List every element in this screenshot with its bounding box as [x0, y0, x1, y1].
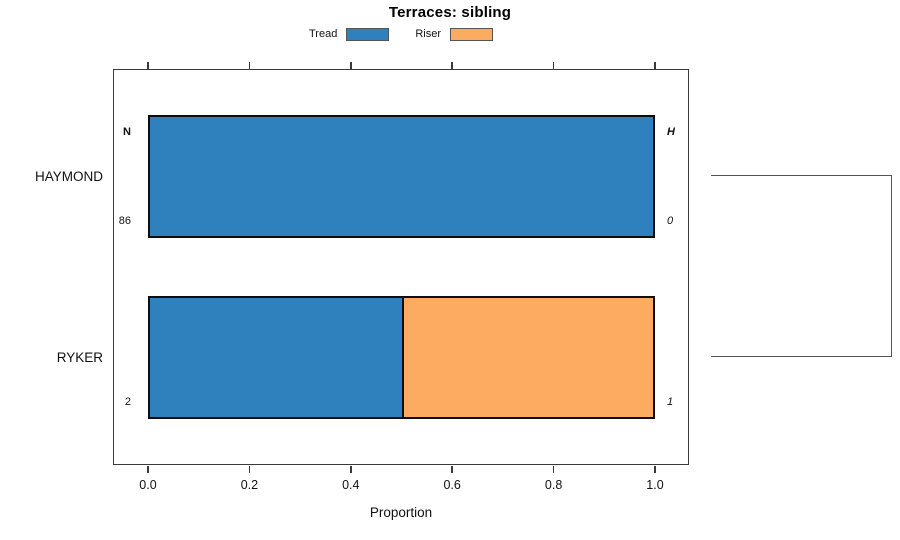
x-axis-tick-bottom: [451, 466, 453, 473]
x-axis-tick-bottom: [248, 466, 251, 473]
bar-haymond: [148, 115, 655, 238]
bar-ryker-segment-tread: [150, 298, 402, 417]
x-axis-tick-label: 1.0: [646, 478, 664, 492]
x-axis-tick-top: [350, 62, 352, 69]
x-axis-tick-top: [654, 62, 656, 69]
x-axis-title: Proportion: [369, 505, 433, 520]
x-axis-tick-top: [552, 62, 555, 69]
cluster-bracket: [711, 175, 892, 357]
legend-item-tread: Tread: [309, 27, 390, 41]
legend-swatch-riser: [450, 27, 493, 41]
legend: Tread Riser: [113, 24, 689, 44]
x-axis-tick-top: [451, 62, 453, 69]
x-axis-tick-top: [147, 62, 149, 69]
chart-title: Terraces: sibling: [388, 4, 512, 21]
h-value-ryker: 1: [667, 396, 674, 408]
x-axis-tick-bottom: [147, 466, 149, 473]
legend-item-riser: Riser: [415, 27, 493, 41]
bar-ryker: [148, 296, 655, 419]
x-axis-tick-label: 0.0: [139, 478, 157, 492]
x-axis-tick-top: [248, 62, 251, 69]
x-axis-tick-label: 0.4: [342, 478, 360, 492]
n-value-haymond: 86: [118, 215, 131, 227]
y-axis-label-ryker: RYKER: [56, 349, 103, 365]
x-axis-tick-bottom: [552, 466, 555, 473]
x-axis-tick-bottom: [654, 466, 656, 473]
h-column-header: H: [667, 126, 675, 138]
x-axis-tick-label: 0.6: [443, 478, 461, 492]
legend-label-riser: Riser: [415, 28, 441, 40]
legend-label-tread: Tread: [309, 28, 338, 40]
x-axis-tick-label: 0.2: [240, 478, 259, 492]
x-axis-tick-bottom: [350, 466, 352, 473]
n-column-header: N: [123, 126, 131, 138]
x-axis-tick-label: 0.8: [544, 478, 563, 492]
bar-ryker-segment-riser: [401, 298, 653, 417]
h-value-haymond: 0: [667, 215, 674, 227]
bar-haymond-segment-tread: [150, 117, 653, 236]
legend-swatch-tread: [346, 27, 390, 41]
y-axis-label-haymond: HAYMOND: [34, 168, 103, 184]
n-value-ryker: 2: [124, 396, 131, 408]
